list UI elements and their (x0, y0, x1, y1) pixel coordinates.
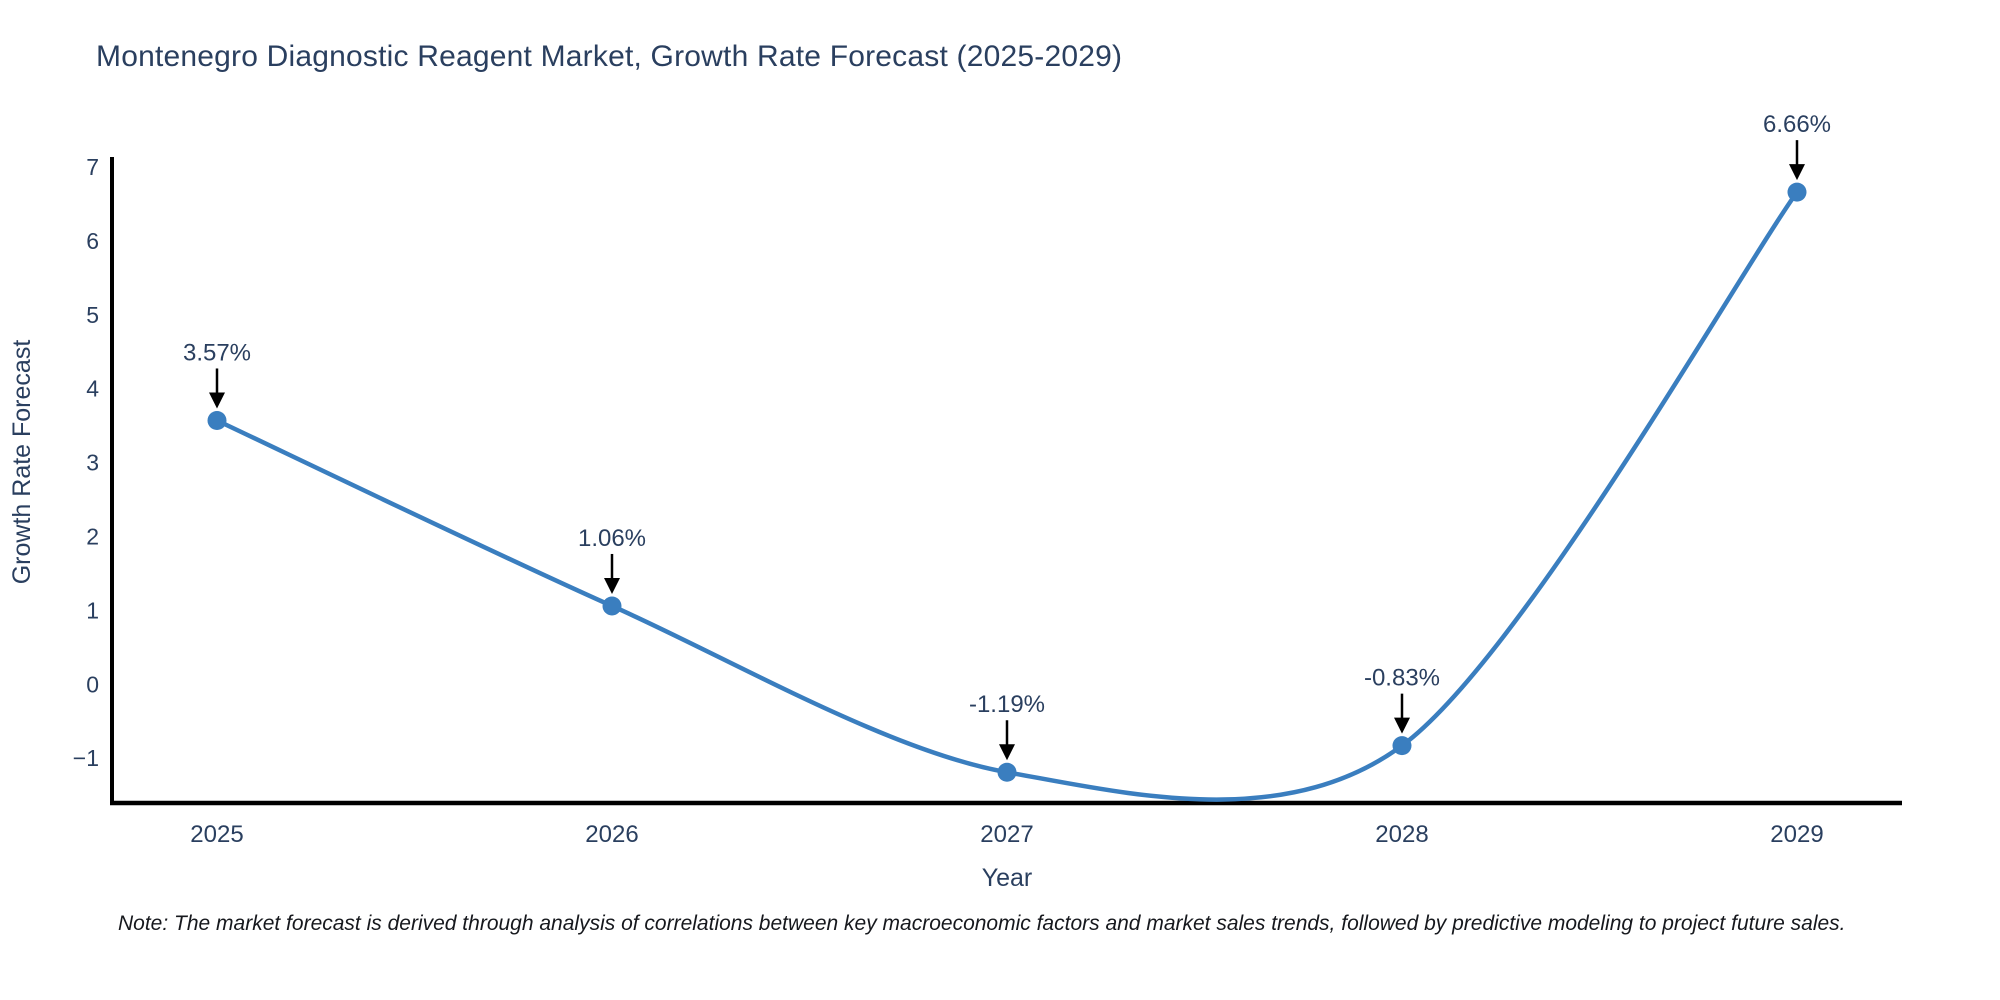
y-tick-label: 4 (86, 376, 99, 402)
annotation-label-2028: -0.83% (1364, 665, 1440, 692)
annotation-label-2029: 6.66% (1763, 111, 1831, 138)
annotation-label-2027: -1.19% (969, 691, 1045, 718)
footnote: Note: The market forecast is derived thr… (118, 912, 1846, 935)
y-tick-label: 0 (86, 671, 99, 697)
data-point-2029[interactable] (1787, 182, 1807, 202)
y-tick-label: 2 (86, 524, 99, 550)
chart-title: Montenegro Diagnostic Reagent Market, Gr… (96, 40, 1123, 73)
data-point-2025[interactable] (207, 410, 227, 430)
x-tick-label: 2029 (1770, 821, 1823, 848)
y-tick-label: −1 (73, 745, 99, 771)
y-tick-label: 3 (86, 450, 99, 476)
annotation-arrow-head (1394, 717, 1410, 734)
annotation-arrow-head (999, 744, 1015, 761)
x-axis-title: Year (982, 864, 1033, 892)
y-tick-label: 6 (86, 228, 99, 254)
forecast-line (214, 189, 1800, 802)
annotation-label-2026: 1.06% (578, 525, 646, 552)
data-point-2028[interactable] (1392, 736, 1412, 756)
x-tick-label: 2028 (1375, 821, 1428, 848)
annotation-arrow-head (209, 392, 225, 409)
data-point-2026[interactable] (602, 596, 622, 616)
y-axis-title: Growth Rate Forecast (8, 340, 36, 585)
data-point-2027[interactable] (997, 762, 1017, 782)
x-tick-label: 2025 (190, 821, 243, 848)
annotation-arrow-head (604, 577, 620, 594)
x-tick-label: 2026 (585, 821, 638, 848)
annotation-arrow-head (1789, 164, 1805, 181)
y-tick-label: 5 (86, 302, 99, 328)
x-tick-label: 2027 (980, 821, 1033, 848)
annotation-label-2025: 3.57% (183, 339, 251, 366)
y-tick-label: 7 (86, 154, 99, 180)
y-tick-label: 1 (86, 597, 99, 623)
